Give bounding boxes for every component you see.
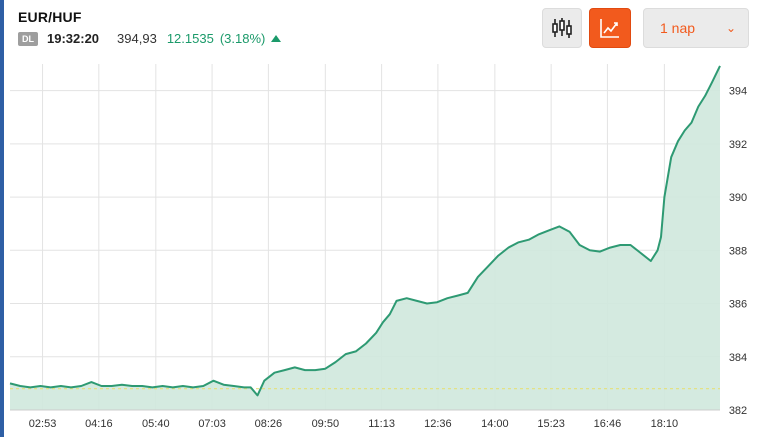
x-tick-label: 15:23: [537, 418, 565, 430]
triangle-up-icon: [271, 35, 282, 42]
y-tick-label: 388: [729, 245, 747, 257]
candlestick-icon: [552, 18, 572, 38]
chevron-down-icon: ⌄: [725, 21, 736, 35]
y-tick-label: 394: [729, 86, 747, 98]
y-tick-label: 392: [729, 139, 747, 151]
time-range-label: 1 nap: [660, 20, 696, 36]
currency-pair-title: EUR/HUF: [18, 9, 82, 25]
price-change-percent: (3.18%): [219, 31, 266, 46]
line-chart-icon: [600, 19, 619, 38]
last-price: 394,93: [117, 31, 157, 46]
x-tick-label: 02:53: [29, 418, 57, 430]
x-tick-label: 12:36: [424, 418, 452, 430]
x-tick-label: 04:16: [85, 418, 113, 430]
x-tick-label: 11:13: [368, 418, 395, 430]
x-tick-label: 09:50: [312, 418, 340, 430]
time-range-select[interactable]: 1 nap ⌄: [643, 8, 749, 48]
quote-time: 19:32:20: [47, 31, 100, 46]
x-tick-label: 18:10: [651, 418, 679, 430]
price-area: [10, 65, 720, 411]
y-tick-label: 382: [729, 405, 747, 417]
x-tick-label: 16:46: [594, 418, 622, 430]
y-tick-label: 384: [729, 352, 747, 364]
candlestick-chart-button[interactable]: [542, 8, 582, 48]
x-tick-label: 07:03: [198, 418, 226, 430]
quote-header: EUR/HUF DL 19:32:20 394,93 12.1535 (3.18…: [18, 9, 282, 46]
quote-row: DL 19:32:20 394,93 12.1535 (3.18%): [18, 31, 282, 46]
delay-badge: DL: [18, 31, 38, 46]
x-tick-label: 14:00: [481, 418, 509, 430]
y-tick-label: 390: [729, 192, 747, 204]
price-change: 12.1535: [166, 31, 214, 46]
x-tick-label: 05:40: [142, 418, 170, 430]
y-tick-label: 386: [729, 299, 747, 311]
x-tick-label: 08:26: [255, 418, 283, 430]
line-chart-button[interactable]: [589, 8, 631, 48]
price-line: [9, 65, 721, 397]
left-accent-bar: [0, 0, 4, 437]
